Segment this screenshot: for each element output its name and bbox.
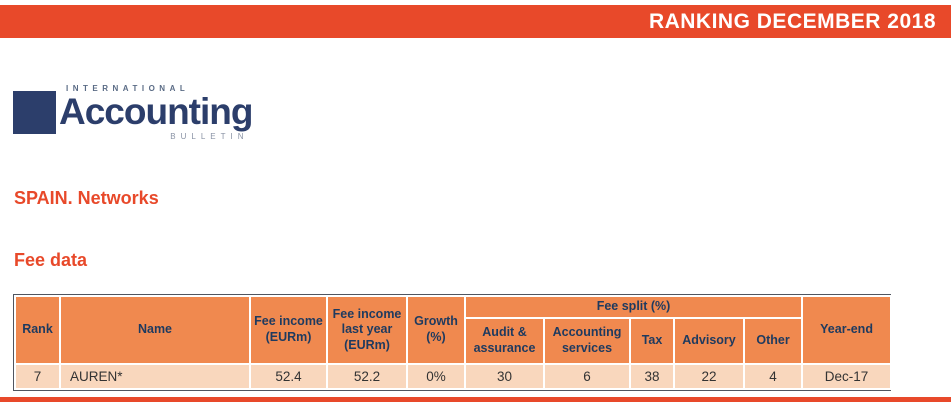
logo-square-mark: [13, 91, 56, 134]
header-year-end: Year-end: [801, 295, 893, 365]
logo-accounting-wordmark: Accounting: [59, 91, 253, 132]
footer-red-strip: [0, 397, 951, 402]
accounting-services-cell: 6: [543, 363, 631, 390]
header-accounting-services: Accounting services: [543, 317, 631, 365]
banner-title: RANKING DECEMBER 2018: [648, 9, 936, 33]
header-rank: Rank: [14, 295, 61, 365]
table-header-row-group: Rank Name Fee income (EURm) Fee income l…: [14, 295, 893, 365]
rank-cell: 7: [14, 363, 61, 390]
other-cell: 4: [742, 363, 804, 390]
header-name: Name: [59, 295, 251, 365]
header-advisory: Advisory: [673, 317, 745, 365]
header-growth: Growth (%): [406, 295, 466, 365]
fee-income-last-year-cell: 52.2: [326, 363, 408, 390]
iab-logo: INTERNATIONAL Accounting BULLETIN: [13, 84, 253, 141]
logo-bulletin-label: BULLETIN: [170, 132, 249, 141]
ranking-banner: RANKING DECEMBER 2018: [0, 5, 951, 38]
header-audit-assurance: Audit & assurance: [464, 317, 545, 365]
fee-data-table-wrapper: Rank Name Fee income (EURm) Fee income l…: [13, 294, 893, 391]
name-cell: AUREN*: [59, 363, 251, 390]
section-title: SPAIN. Networks: [14, 188, 159, 208]
growth-cell: 0%: [406, 363, 466, 390]
header-other: Other: [742, 317, 804, 365]
table-header-row-sub: Audit & assurance Accounting services Ta…: [15, 317, 891, 365]
table-row: 7 AUREN* 52.4 52.2 0% 30 6 38 22 4 Dec-1…: [14, 363, 893, 390]
logo-text: INTERNATIONAL Accounting BULLETIN: [59, 84, 253, 141]
year-end-cell: Dec-17: [801, 363, 893, 390]
header-fee-income-last-year: Fee income last year (EURm): [326, 295, 408, 365]
subsection-title: Fee data: [14, 250, 88, 270]
logo-international-label: INTERNATIONAL: [66, 84, 190, 93]
tax-cell: 38: [629, 363, 675, 390]
audit-assurance-cell: 30: [464, 363, 545, 390]
header-fee-split-group: Fee split (%): [463, 295, 804, 319]
fee-data-table: Rank Name Fee income (EURm) Fee income l…: [14, 295, 893, 390]
header-tax: Tax: [629, 317, 675, 365]
fee-income-cell: 52.4: [249, 363, 328, 390]
advisory-cell: 22: [673, 363, 745, 390]
header-fee-income: Fee income (EURm): [249, 295, 328, 365]
